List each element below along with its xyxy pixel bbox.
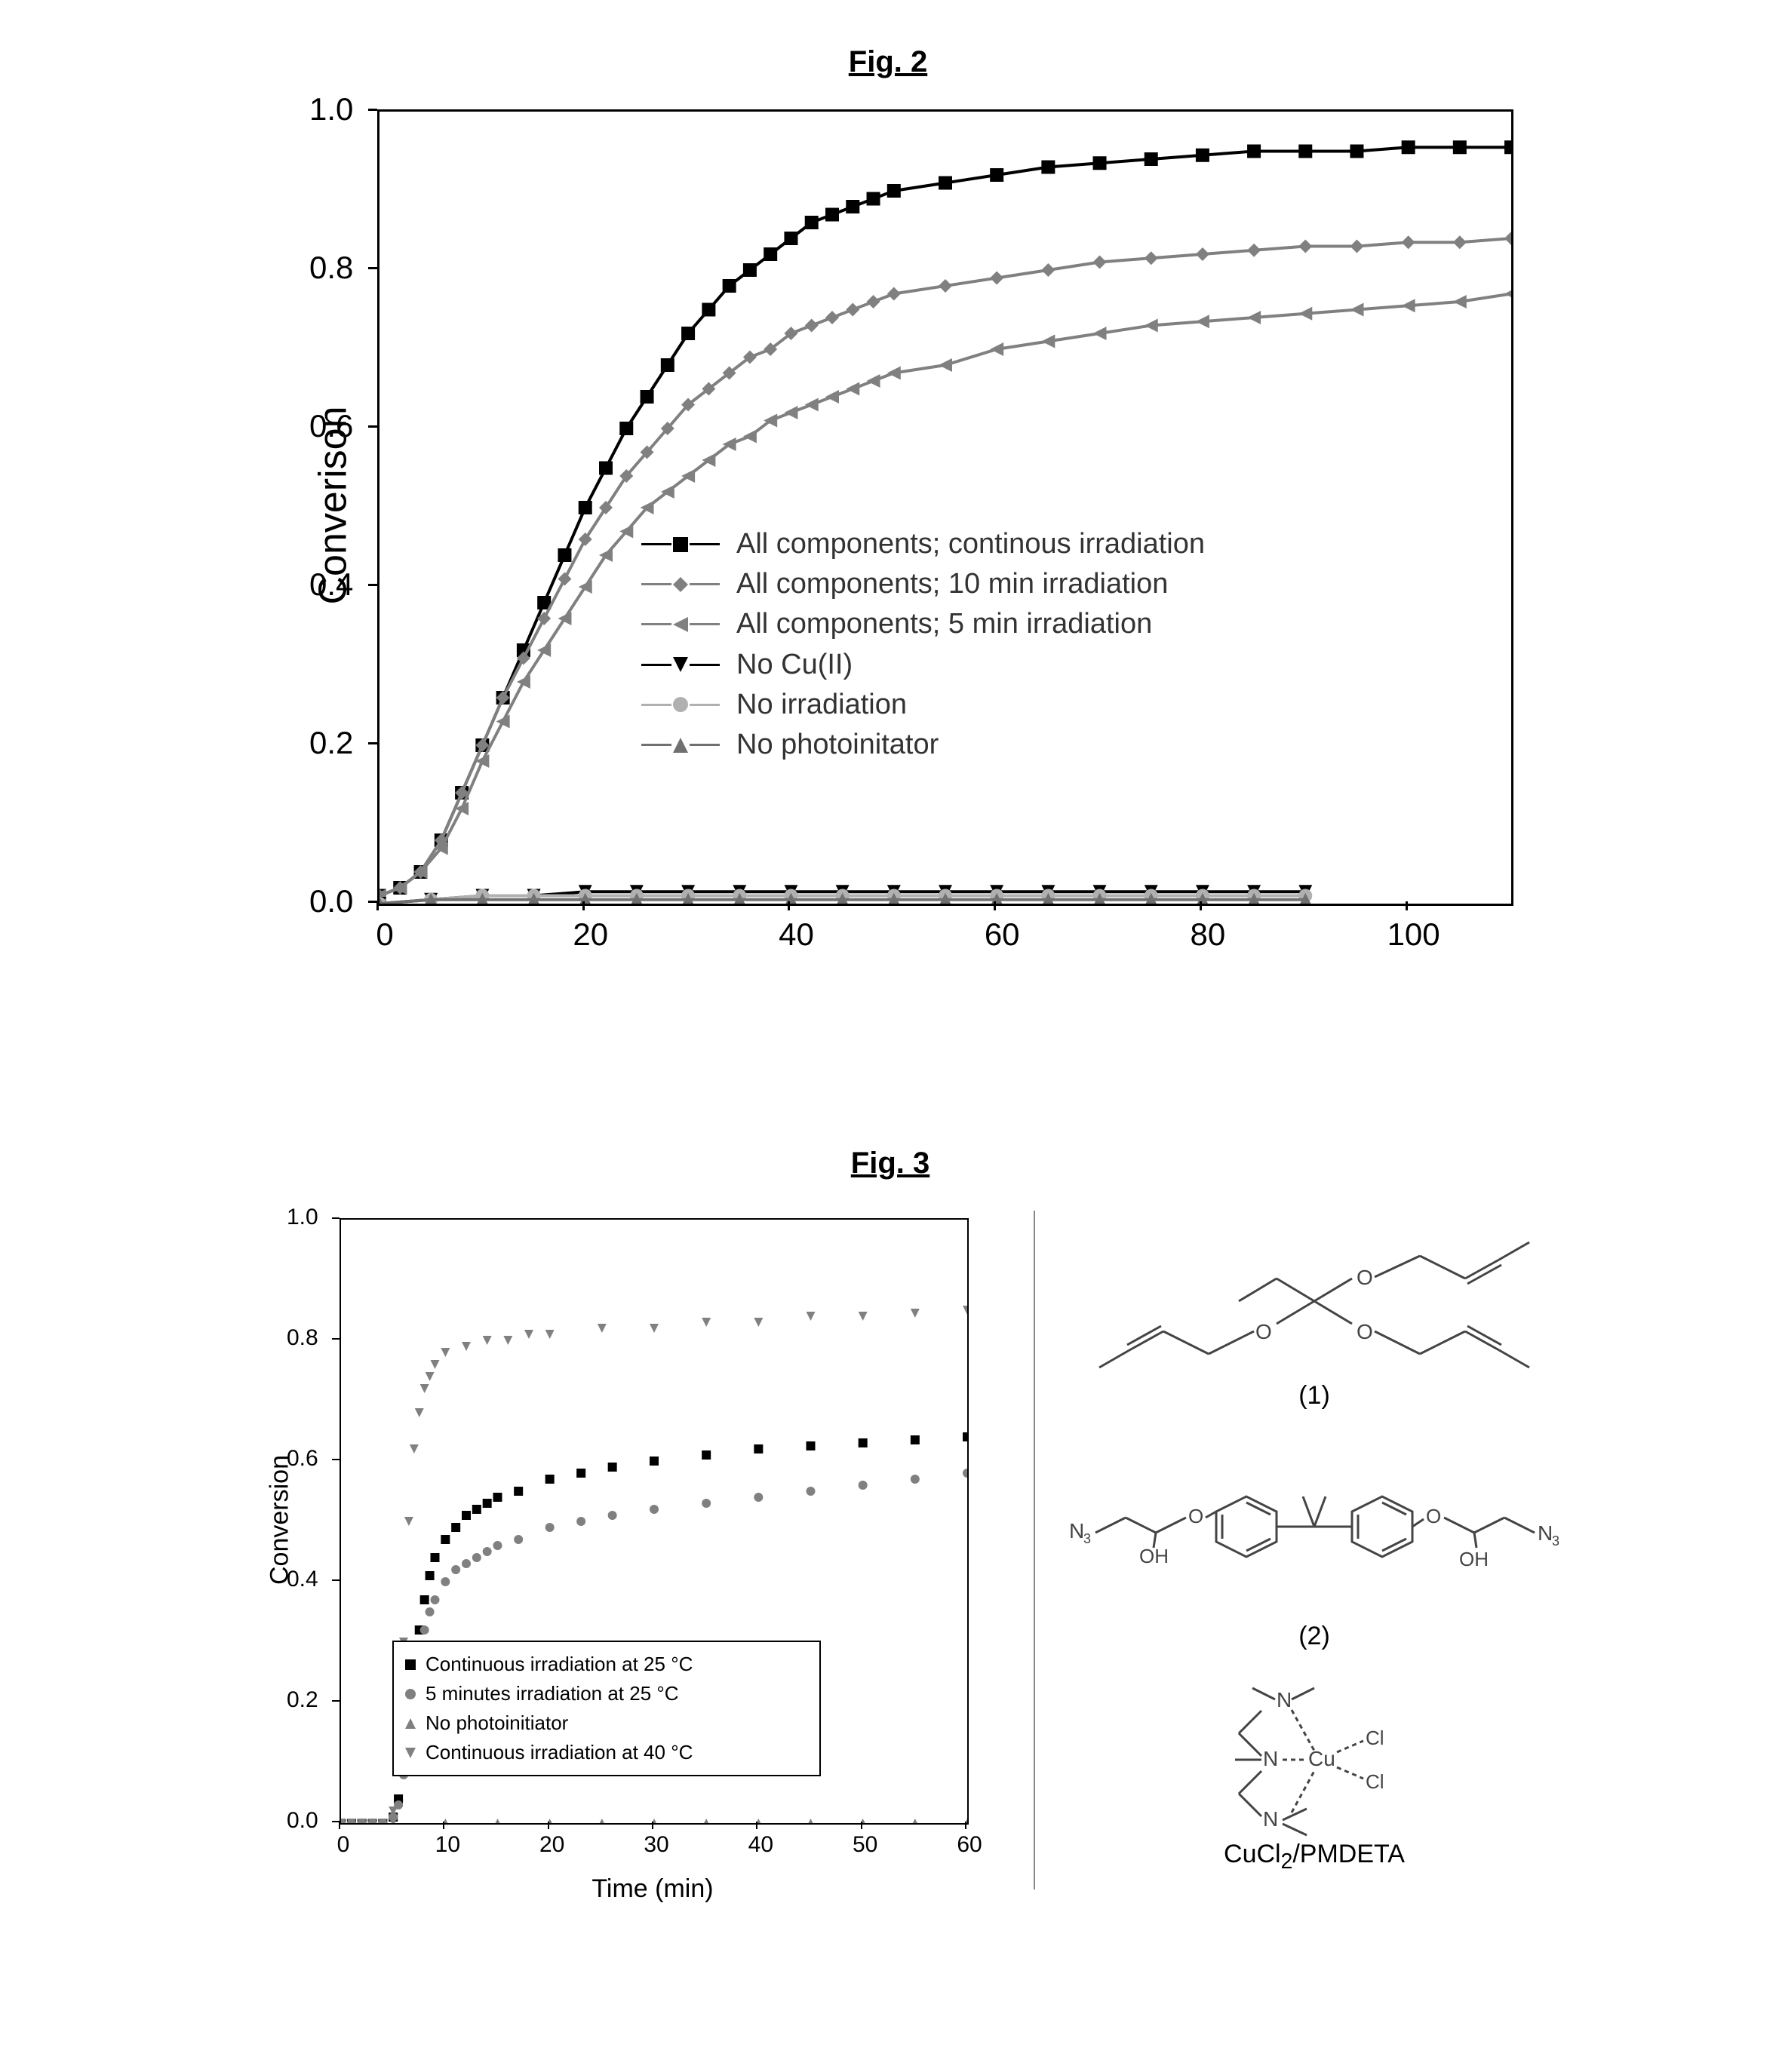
figure-2-y-tick: 0.8 xyxy=(309,250,353,286)
figure-2-legend-label: No Cu(II) xyxy=(736,645,853,685)
figure-3-y-tick: 0.0 xyxy=(287,1808,318,1834)
figure-2-legend-row: All components; 5 min irradiation xyxy=(641,604,1205,644)
figure-2-legend-row: All components; continous irradiation xyxy=(641,524,1205,564)
svg-text:Cl: Cl xyxy=(1366,1727,1384,1749)
figure-2-legend-row: No photoinitator xyxy=(641,725,1205,765)
svg-text:O: O xyxy=(1188,1505,1203,1527)
figure-3-x-tick: 20 xyxy=(533,1832,571,1858)
figure-3-legend-row: No photoinitiator xyxy=(403,1708,810,1738)
svg-text:N: N xyxy=(1263,1807,1278,1831)
figure-2-legend-label: All components; 5 min irradiation xyxy=(736,604,1152,644)
figure-3-legend-row: Continuous irradiation at 25 °C xyxy=(403,1650,810,1679)
figure-3-y-tick: 0.4 xyxy=(287,1567,318,1592)
figure-3-x-tick: 0 xyxy=(324,1832,362,1858)
figure-2-svg xyxy=(379,112,1511,904)
figure-2-legend-label: All components; 10 min irradiation xyxy=(736,564,1168,604)
figure-2-legend-row: No Cu(II) xyxy=(641,645,1205,685)
compound-3-label-rest: /PMDETA xyxy=(1292,1840,1405,1868)
figure-2-legend-row: No irradiation xyxy=(641,685,1205,725)
figure-2-y-tick: 0.6 xyxy=(309,408,353,444)
compound-1-structure: O O xyxy=(1065,1211,1563,1384)
svg-text:Cl: Cl xyxy=(1366,1770,1384,1793)
figure-3-legend-label: No photoinitiator xyxy=(426,1708,568,1738)
figure-3-title: Fig. 3 xyxy=(211,1147,1569,1180)
figure-2-x-tick: 40 xyxy=(766,916,826,953)
figure-2-x-tick: 20 xyxy=(561,916,621,953)
figure-2-legend-label: No photoinitator xyxy=(736,725,939,765)
compound-3-sub: 2 xyxy=(1281,1849,1293,1874)
figure-2-x-tick: 0 xyxy=(355,916,415,953)
figure-2-chart: Converison 0.00.20.40.60.81.0 0204060801… xyxy=(226,102,1550,1030)
figure-2: Fig. 2 Converison 0.00.20.40.60.81.0 020… xyxy=(226,45,1550,1030)
svg-text:Cu: Cu xyxy=(1308,1747,1335,1770)
figure-3-y-tick: 1.0 xyxy=(287,1205,318,1230)
figure-2-y-tick: 0.2 xyxy=(309,725,353,761)
figure-2-plot-area xyxy=(377,109,1513,906)
figure-2-x-tick: 80 xyxy=(1178,916,1238,953)
svg-text:N: N xyxy=(1263,1747,1278,1770)
figure-2-title: Fig. 2 xyxy=(226,45,1550,79)
figure-3-chemistry-panel: O O xyxy=(1065,1211,1563,1889)
figure-3-legend-label: Continuous irradiation at 40 °C xyxy=(426,1738,693,1767)
figure-3-y-tick: 0.8 xyxy=(287,1325,318,1351)
figure-2-legend-label: All components; continous irradiation xyxy=(736,524,1205,564)
svg-text:N: N xyxy=(1538,1521,1553,1545)
svg-text:O: O xyxy=(1357,1266,1373,1289)
svg-text:O: O xyxy=(1255,1320,1272,1343)
svg-text:OH: OH xyxy=(1139,1545,1169,1567)
figure-3-legend-label: 5 minutes irradiation at 25 °C xyxy=(426,1679,679,1708)
figure-3-y-tick: 0.2 xyxy=(287,1687,318,1713)
compound-3-label: CuCl2/PMDETA xyxy=(1065,1840,1563,1874)
figure-3-divider xyxy=(1034,1211,1035,1889)
figure-3-x-tick: 40 xyxy=(742,1832,779,1858)
figure-3-legend-label: Continuous irradiation at 25 °C xyxy=(426,1650,693,1679)
figure-3-y-tick: 0.6 xyxy=(287,1446,318,1472)
figure-3-legend-row: 5 minutes irradiation at 25 °C xyxy=(403,1679,810,1708)
svg-text:O: O xyxy=(1426,1505,1441,1527)
figure-2-legend-row: All components; 10 min irradiation xyxy=(641,564,1205,604)
figure-2-x-tick: 60 xyxy=(972,916,1032,953)
figure-3-body: Conversion Time (min) 0.00.20.40.60.81.0… xyxy=(211,1211,1569,1920)
figure-2-legend: All components; continous irradiationAll… xyxy=(641,524,1205,765)
compound-3-label-text: CuCl xyxy=(1224,1840,1281,1868)
figure-3-legend: Continuous irradiation at 25 °C5 minutes… xyxy=(392,1641,821,1776)
compound-1-label: (1) xyxy=(1065,1381,1563,1410)
figure-3-x-tick: 10 xyxy=(429,1832,466,1858)
page: Fig. 2 Converison 0.00.20.40.60.81.0 020… xyxy=(0,0,1776,2072)
figure-3-x-label: Time (min) xyxy=(340,1874,966,1904)
figure-3-chart: Conversion Time (min) 0.00.20.40.60.81.0… xyxy=(211,1211,1003,1920)
figure-3-y-label: Conversion xyxy=(265,1455,294,1585)
figure-3-x-tick: 30 xyxy=(638,1832,675,1858)
figure-2-legend-label: No irradiation xyxy=(736,685,907,725)
figure-3-legend-row: Continuous irradiation at 40 °C xyxy=(403,1738,810,1767)
figure-2-y-tick: 0.0 xyxy=(309,883,353,919)
figure-3-x-tick: 60 xyxy=(951,1832,988,1858)
svg-text:N: N xyxy=(1069,1519,1084,1542)
compound-2-structure: N 3 OH O xyxy=(1065,1436,1563,1625)
svg-text:OH: OH xyxy=(1459,1548,1489,1570)
svg-text:3: 3 xyxy=(1083,1531,1091,1546)
figure-2-y-tick: 1.0 xyxy=(309,91,353,127)
svg-text:N: N xyxy=(1277,1688,1292,1711)
compound-3-structure: N N Cu Cl Cl xyxy=(1065,1677,1563,1843)
compound-2-label: (2) xyxy=(1065,1622,1563,1651)
figure-2-y-tick: 0.4 xyxy=(309,566,353,603)
svg-text:O: O xyxy=(1357,1320,1373,1343)
svg-text:3: 3 xyxy=(1552,1533,1559,1549)
figure-3-x-tick: 50 xyxy=(847,1832,884,1858)
figure-3: Fig. 3 Conversion Time (min) 0.0 0.2 0.4 0.… xyxy=(211,1147,1569,1920)
figure-2-x-tick: 100 xyxy=(1384,916,1444,953)
